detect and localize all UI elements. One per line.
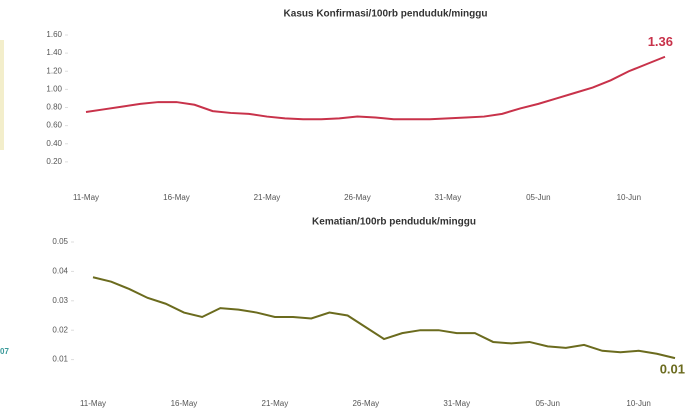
- cropped-label: 07: [0, 347, 9, 356]
- y-tick-label: 0.01: [52, 355, 68, 364]
- x-tick-label: 10-Jun: [617, 193, 641, 202]
- y-tick-label: 1.00: [46, 84, 62, 93]
- y-tick-label: 0.40: [46, 139, 62, 148]
- y-tick-label: 1.40: [46, 48, 62, 57]
- x-tick-label: 11-May: [80, 399, 106, 408]
- chart-title: Kematian/100rb penduduk/minggu: [312, 217, 476, 228]
- y-tick-label: 0.80: [46, 103, 62, 112]
- x-tick-label: 21-May: [262, 399, 289, 408]
- data-label: 0.01: [660, 362, 685, 377]
- x-tick-label: 11-May: [73, 193, 99, 202]
- line-series: [92, 276, 676, 360]
- x-tick-label: 05-Jun: [535, 399, 559, 408]
- y-tick-label: 1.20: [46, 66, 62, 75]
- x-tick-label: 05-Jun: [526, 193, 550, 202]
- y-tick-label: 0.05: [52, 237, 68, 246]
- x-tick-label: 26-May: [344, 193, 371, 202]
- y-tick-label: 0.03: [52, 296, 68, 305]
- x-tick-label: 26-May: [352, 399, 379, 408]
- x-tick-label: 16-May: [171, 399, 198, 408]
- y-tick-label: 0.02: [52, 325, 68, 334]
- data-label: 1.36: [648, 34, 673, 49]
- y-tick-label: 1.60: [46, 30, 62, 39]
- y-tick-label: 0.60: [46, 121, 62, 130]
- x-tick-label: 21-May: [254, 193, 281, 202]
- line-series: [85, 55, 666, 121]
- edge-fragment: [0, 40, 4, 150]
- x-tick-label: 31-May: [435, 193, 462, 202]
- y-tick-label: 0.20: [46, 157, 62, 166]
- chart-title: Kasus Konfirmasi/100rb penduduk/minggu: [284, 9, 488, 20]
- y-tick-label: 0.04: [52, 267, 68, 276]
- x-tick-label: 16-May: [163, 193, 190, 202]
- x-tick-label: 10-Jun: [626, 399, 650, 408]
- x-tick-label: 31-May: [443, 399, 470, 408]
